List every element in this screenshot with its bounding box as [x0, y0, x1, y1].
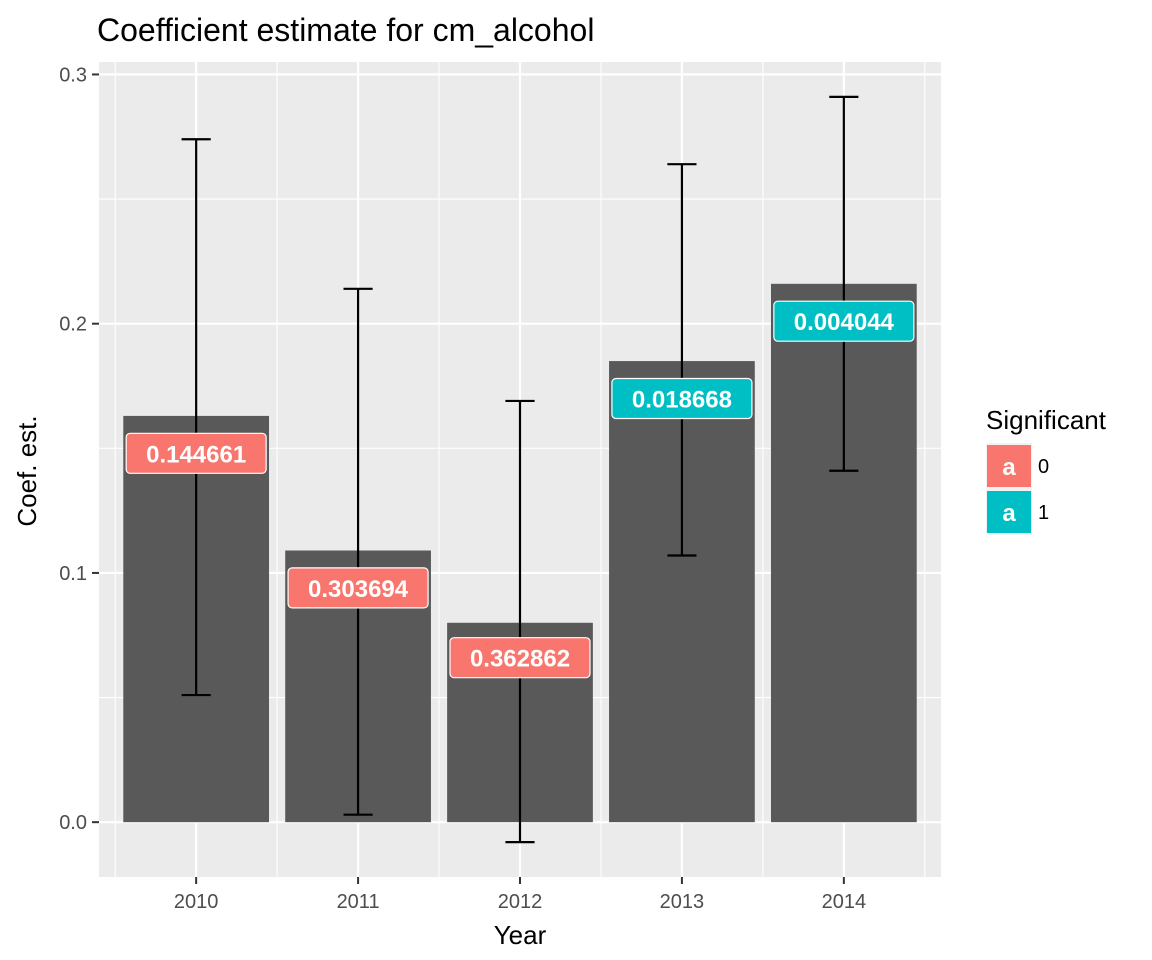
x-axis-title: Year [494, 920, 547, 950]
y-axis-title: Coef. est. [12, 415, 42, 526]
errorbar-2012 [505, 399, 535, 844]
x-tick-label: 2011 [337, 891, 380, 913]
errorbar-2010 [181, 138, 211, 697]
value-label-2013: 0.018668 [611, 377, 753, 420]
y-tick-label: 0.2 [59, 314, 87, 336]
legend-title: Significant [986, 405, 1107, 435]
axes: 0.0 0.1 0.2 0.3 2010 2011 2012 2013 2014 [59, 64, 866, 913]
x-tick-label: 2012 [498, 891, 543, 913]
y-tick-label: 0.3 [59, 64, 87, 86]
legend-key-letter: a [1002, 500, 1016, 527]
chart-title: Coefficient estimate for cm_alcohol [97, 12, 594, 48]
value-label-box [449, 637, 591, 679]
errorbar-2013 [667, 163, 697, 557]
value-label-text: 0.004044 [794, 309, 895, 336]
value-label-2011: 0.303694 [287, 567, 429, 609]
legend-label: 0 [1038, 456, 1049, 478]
legend-key-swatch [987, 445, 1031, 487]
value-label-2012: 0.362862 [449, 637, 591, 679]
legend-key-swatch [987, 491, 1031, 533]
x-tick-label: 2013 [660, 891, 705, 913]
value-label-box [125, 432, 267, 474]
value-label-box [773, 300, 915, 342]
value-label-text: 0.303694 [308, 576, 409, 603]
legend-key-letter: a [1002, 454, 1016, 481]
x-tick-label: 2010 [174, 891, 219, 913]
value-label-2010: 0.144661 [125, 432, 267, 474]
errorbar-2014 [829, 95, 859, 472]
legend: Significant a 0a 1 [986, 405, 1107, 535]
y-tick-label: 0.1 [59, 563, 87, 585]
error-bars [181, 95, 859, 844]
errorbar-2011 [343, 287, 373, 816]
x-tick-label: 2014 [822, 891, 867, 913]
value-label-text: 0.362862 [470, 646, 570, 673]
value-label-box [287, 567, 429, 609]
legend-label: 1 [1038, 502, 1049, 524]
value-label-box [611, 377, 753, 420]
value-labels: 0.144661 0.303694 0.362862 0.018668 0.004044 [125, 300, 915, 679]
y-tick-label: 0.0 [59, 812, 87, 834]
value-label-2014: 0.004044 [773, 300, 915, 342]
value-label-text: 0.144661 [146, 441, 246, 468]
value-label-text: 0.018668 [632, 386, 732, 413]
